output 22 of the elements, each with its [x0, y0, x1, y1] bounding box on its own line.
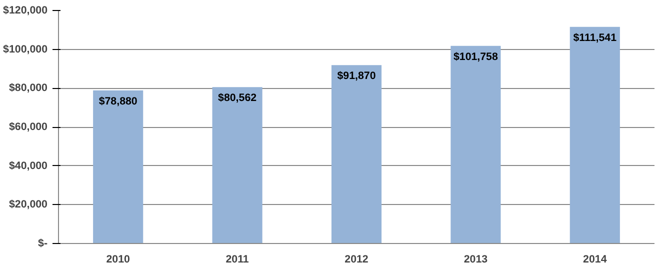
- bar: [331, 65, 382, 244]
- bar: [450, 46, 501, 244]
- bar: [212, 87, 262, 244]
- y-tick-label: $20,000: [8, 198, 48, 211]
- bar: [570, 26, 620, 244]
- bar: [93, 90, 144, 244]
- x-tick-label: 2011: [226, 254, 249, 266]
- data-label: $101,758: [453, 50, 498, 63]
- y-tick-label: $80,000: [8, 82, 48, 94]
- x-tick-label: 2012: [344, 254, 368, 266]
- data-label: $91,870: [337, 70, 376, 82]
- data-label: $111,541: [573, 32, 617, 44]
- data-label: $80,562: [218, 92, 257, 104]
- y-tick-label: $120,000: [3, 4, 48, 16]
- y-tick-label: $-: [38, 238, 48, 250]
- data-label: $78,880: [98, 95, 138, 108]
- x-tick-label: 2013: [464, 254, 488, 266]
- x-tick-label: 2014: [583, 254, 607, 266]
- y-tick-label: $60,000: [8, 121, 48, 133]
- y-tick-label: $40,000: [8, 160, 48, 172]
- x-tick-label: 2010: [106, 254, 130, 266]
- y-tick-label: $100,000: [3, 43, 48, 56]
